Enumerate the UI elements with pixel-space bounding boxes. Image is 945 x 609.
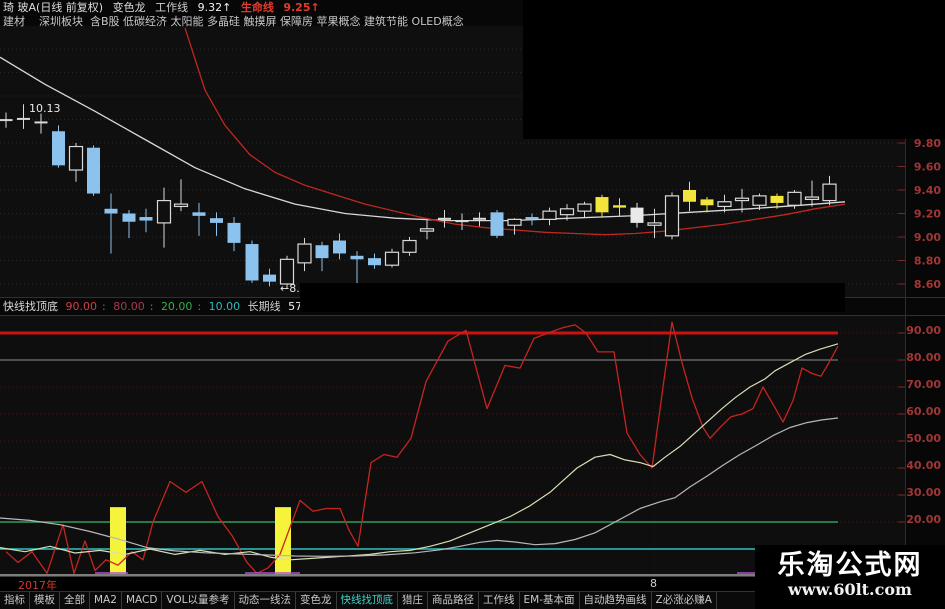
indicator-param-90: 90.00: [65, 300, 98, 313]
tab-5[interactable]: VOL以量参考: [162, 592, 235, 609]
watermark: 乐淘公式网 www.60lt.com: [755, 545, 945, 609]
watermark-title: 乐淘公式网: [777, 550, 923, 581]
tab-7[interactable]: 变色龙: [296, 592, 337, 609]
timeline-year-label: 2017年: [18, 579, 57, 592]
separator: :: [197, 300, 202, 313]
svg-text:50.00: 50.00: [906, 432, 941, 445]
ma-white: [0, 56, 846, 222]
tab-4[interactable]: MACD: [122, 592, 163, 609]
separator: :: [102, 300, 106, 313]
separator: :: [149, 300, 154, 313]
indicator-chart: [0, 316, 905, 574]
symbol-title: 琦 玻A(日线 前复权): [3, 1, 104, 14]
life-line-value: 9.25↑: [283, 1, 320, 14]
svg-text:90.00: 90.00: [906, 324, 941, 337]
indicator-title: 快线找顶底: [3, 300, 58, 313]
work-line-value: 9.32↑: [197, 1, 232, 14]
life-line-label: 生命线: [240, 1, 274, 14]
tab-10[interactable]: 商品路径: [428, 592, 480, 609]
work-line-label: 工作线: [155, 1, 189, 14]
svg-text:9.60: 9.60: [914, 161, 941, 174]
timeline-row[interactable]: 2017年 8: [0, 577, 945, 592]
indicator-param-10: 10.00: [208, 300, 241, 313]
title-bar: 琦 玻A(日线 前复权) 变色龙 工作线 9.32↑ 生命线 9.25↑: [3, 1, 326, 14]
svg-text:80.00: 80.00: [906, 351, 941, 364]
mid-line: [0, 343, 839, 561]
tab-1[interactable]: 模板: [30, 592, 60, 609]
svg-text:8.80: 8.80: [914, 255, 941, 268]
watermark-url: www.60lt.com: [788, 580, 912, 599]
indicator-param-80: 80.00: [113, 300, 145, 313]
svg-text:60.00: 60.00: [906, 405, 941, 418]
tab-bar: 指标 模板 全部 MA2 MACD VOL以量参考 动态一线法 变色龙 快线找顶底 猎庄 商品路径工…: [0, 591, 945, 609]
sector-tags: 建材 深圳板块 含B股 低碳经济 太阳能 多晶硅 触摸屏 保障房 苹果概念 建筑…: [3, 15, 464, 28]
fast-line: [5, 321, 839, 574]
tab-2[interactable]: 全部: [60, 592, 90, 609]
svg-text:9.80: 9.80: [914, 137, 941, 150]
svg-text:40.00: 40.00: [906, 459, 941, 472]
svg-text:8.60: 8.60: [914, 278, 941, 291]
svg-text:9.20: 9.20: [914, 208, 941, 221]
svg-text:70.00: 70.00: [906, 378, 941, 391]
tab-0[interactable]: 指标: [0, 592, 30, 609]
svg-text:20.00: 20.00: [906, 513, 941, 526]
tab-12[interactable]: EM-基本面: [520, 592, 580, 609]
timeline-month-label: 8: [650, 577, 657, 590]
svg-text:9.00: 9.00: [914, 231, 941, 244]
tab-3[interactable]: MA2: [90, 592, 122, 609]
tab-11[interactable]: 工作线: [479, 592, 520, 609]
long-line: [0, 417, 839, 557]
study-name: 变色龙: [112, 1, 146, 14]
redacted-area-middle: [300, 283, 845, 312]
high-price-label: 10.13: [29, 102, 61, 115]
tab-8-active[interactable]: 快线找顶底: [337, 592, 399, 609]
tab-14[interactable]: Z必涨必赚A: [652, 592, 717, 609]
indicator-param-20: 20.00: [160, 300, 193, 313]
redacted-area-top-right: [523, 0, 945, 139]
svg-text:30.00: 30.00: [906, 486, 941, 499]
svg-text:9.40: 9.40: [914, 184, 941, 197]
tab-9[interactable]: 猎庄: [398, 592, 429, 609]
tab-6[interactable]: 动态一线法: [235, 592, 297, 609]
tab-13[interactable]: 自动趋势画线: [580, 592, 652, 609]
long-line-label: 长期线: [247, 300, 281, 313]
